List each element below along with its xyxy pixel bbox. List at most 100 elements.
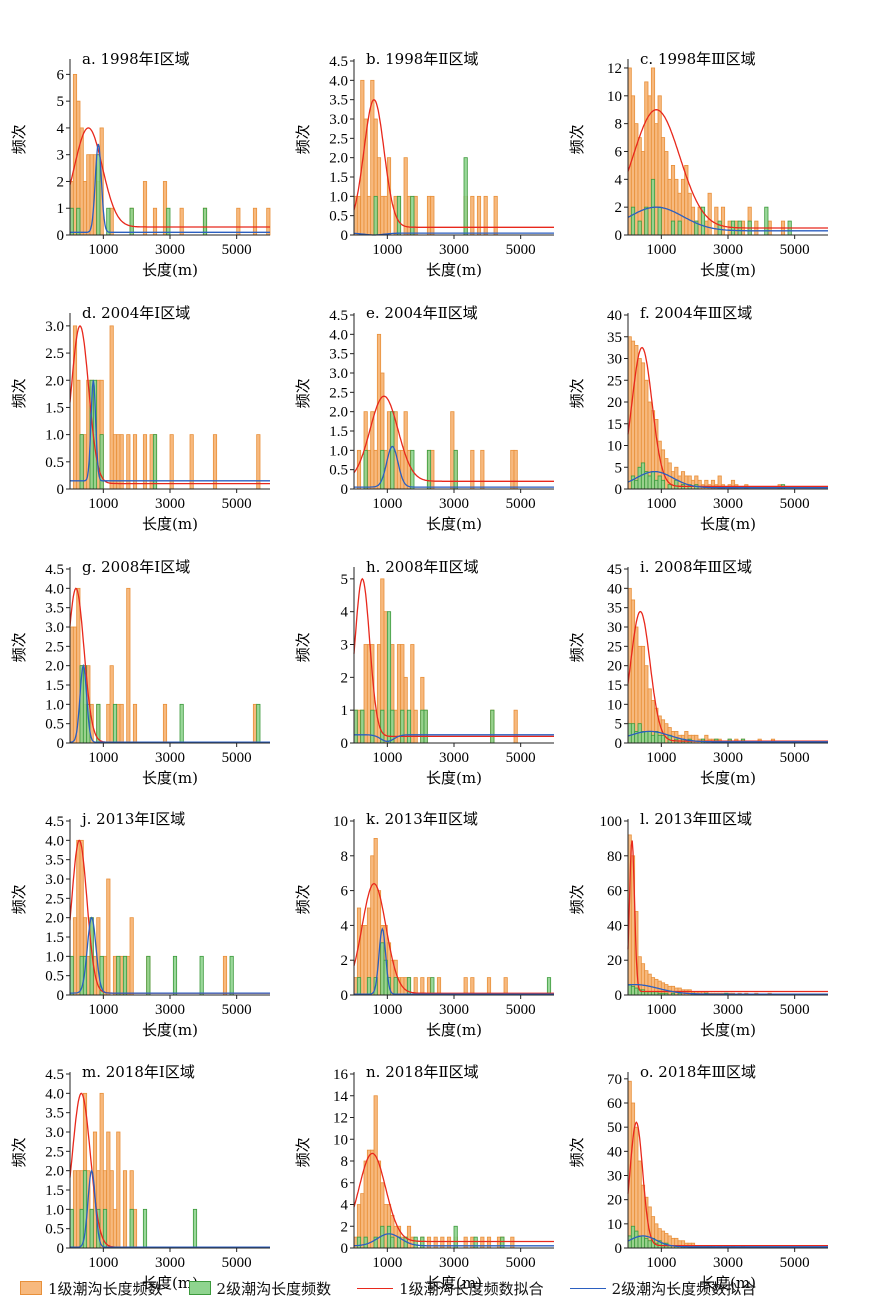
y-tick-label: 2.5 xyxy=(45,1144,64,1160)
level1-bar xyxy=(112,955,118,996)
level1-fit-line xyxy=(627,840,828,993)
y-axis-label: 频次 xyxy=(10,378,28,408)
legend-level2-fit: 2级潮沟长度频数拟合 xyxy=(569,1278,756,1299)
level2-bar xyxy=(112,703,118,744)
panel-title: o. 2018年Ⅲ区域 xyxy=(640,1063,756,1081)
level1-bar xyxy=(356,449,362,490)
y-tick-label: 2.0 xyxy=(45,659,64,675)
y-tick-label: 0 xyxy=(341,482,349,498)
y-tick-label: 6 xyxy=(341,884,349,900)
level2-bar xyxy=(122,955,128,996)
panel-title: j. 2013年Ⅰ区域 xyxy=(80,810,185,828)
panel-title: d. 2004年Ⅰ区域 xyxy=(82,304,190,322)
x-axis-label: 长度(m) xyxy=(142,1274,198,1292)
y-tick-label: 0.5 xyxy=(45,717,64,733)
level1-bar xyxy=(426,977,432,996)
x-tick-label: 3000 xyxy=(713,1002,743,1018)
y-tick-label: 0 xyxy=(57,482,65,498)
y-tick-label: 20 xyxy=(607,1193,622,1209)
level1-bar xyxy=(513,449,518,490)
level2-fit-line xyxy=(70,916,270,994)
level1-bar xyxy=(126,955,131,996)
level2-bar xyxy=(426,449,432,490)
level1-bar xyxy=(383,195,388,236)
level1-fit-line xyxy=(353,1152,554,1243)
legend-swatch-green xyxy=(188,1281,211,1295)
level1-bar xyxy=(426,195,432,236)
level1-bar xyxy=(680,178,686,236)
y-tick-label: 3.5 xyxy=(45,1106,64,1122)
level2-bar xyxy=(256,703,261,744)
level1-bar xyxy=(360,1193,365,1249)
level1-bar xyxy=(252,703,258,744)
y-tick-label: 0 xyxy=(57,736,65,752)
y-axis-label: 频次 xyxy=(568,632,586,662)
level1-bar xyxy=(654,123,659,236)
y-tick-label: 4.0 xyxy=(45,1086,64,1102)
level1-bar xyxy=(82,181,88,236)
y-tick-label: 1.0 xyxy=(329,189,348,205)
level1-bar xyxy=(109,207,114,236)
level2-bar xyxy=(660,479,666,490)
level2-bar xyxy=(390,1236,395,1249)
level1-bar xyxy=(363,925,368,996)
panel-title: n. 2018年Ⅱ区域 xyxy=(366,1063,479,1081)
level1-bar xyxy=(406,449,412,490)
level1-bar xyxy=(109,1170,114,1249)
y-tick-label: 0.5 xyxy=(45,1222,64,1238)
level1-bar xyxy=(640,645,646,744)
x-tick-label: 1000 xyxy=(646,242,676,258)
level2-bar xyxy=(199,955,204,996)
level1-bar xyxy=(420,977,425,996)
level2-bar xyxy=(366,977,372,996)
panel-title: a. 1998年Ⅰ区域 xyxy=(82,50,190,68)
level2-bar xyxy=(657,475,662,490)
level1-bar xyxy=(356,195,362,236)
level2-bar xyxy=(674,479,679,490)
level2-fit-line xyxy=(353,232,554,236)
level1-bar xyxy=(72,73,78,236)
y-tick-label: 0.5 xyxy=(329,463,348,479)
level1-bar xyxy=(112,1208,118,1249)
level1-bar xyxy=(403,676,408,744)
level1-fit-line xyxy=(627,1121,828,1247)
y-tick-label: 2.5 xyxy=(329,131,348,147)
y-tick-label: 10 xyxy=(333,1132,348,1148)
level1-bar xyxy=(102,955,108,996)
y-tick-label: 60 xyxy=(607,884,622,900)
x-axis-label: 长度(m) xyxy=(142,769,198,787)
x-tick-label: 3000 xyxy=(713,242,743,258)
y-tick-label: 2.0 xyxy=(329,151,348,167)
level1-bar xyxy=(86,955,91,996)
y-tick-label: 4.5 xyxy=(45,1067,64,1083)
y-tick-label: 6 xyxy=(341,1176,349,1192)
y-tick-label: 1.0 xyxy=(45,949,64,965)
level2-bar xyxy=(546,977,552,996)
y-axis-label: 频次 xyxy=(294,378,312,408)
level2-bar xyxy=(630,1225,636,1249)
x-tick-label: 3000 xyxy=(155,242,185,258)
y-axis-label: 频次 xyxy=(294,124,312,154)
level1-bar xyxy=(396,644,402,744)
level2-bar xyxy=(380,1225,385,1249)
y-tick-label: 40 xyxy=(607,308,622,324)
x-tick-label: 5000 xyxy=(780,1255,810,1271)
panel-title: h. 2008年Ⅱ区域 xyxy=(366,558,479,576)
level2-bar xyxy=(390,709,395,744)
level2-bar xyxy=(634,479,639,490)
level2-bar xyxy=(634,987,639,996)
level1-bar xyxy=(714,206,719,236)
level1-fit-line xyxy=(627,610,828,742)
level1-bar xyxy=(704,220,709,236)
level2-bar xyxy=(413,1236,418,1249)
x-tick-label: 3000 xyxy=(439,242,469,258)
level2-bar xyxy=(654,731,659,744)
level1-bar xyxy=(664,151,669,236)
y-tick-label: 100 xyxy=(600,814,623,830)
y-tick-label: 12 xyxy=(607,61,622,77)
level1-bar xyxy=(634,626,639,744)
level1-bar xyxy=(106,878,111,996)
level1-bar xyxy=(690,479,696,490)
